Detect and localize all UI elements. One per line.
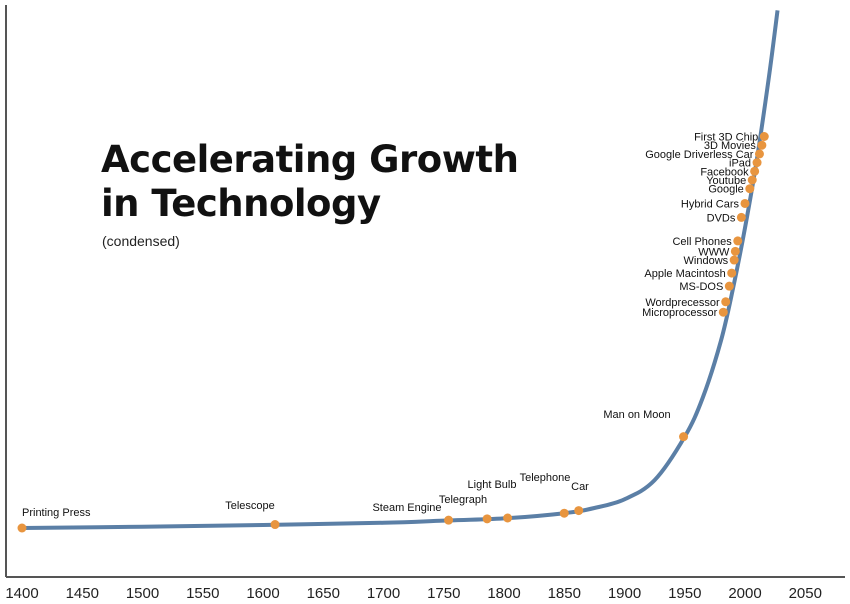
event-label: Car [571,481,589,493]
event-label: Google Driverless Car [645,149,754,161]
x-tick-label: 1800 [487,585,520,602]
x-tick-label: 2000 [728,585,761,602]
x-tick-label: 1450 [66,585,99,602]
event-label: Facebook [700,166,749,178]
event-marker [503,513,513,523]
event-label: Google [708,184,743,196]
event-label: First 3D Chip [694,132,758,144]
event-label: Youtube [706,175,746,187]
event-label: Steam Engine [372,502,441,514]
chart-subtitle: (condensed) [102,233,180,249]
growth-curve [21,10,780,530]
chart-title-text: Accelerating Growth in Technology [101,138,519,225]
event-marker [759,132,769,141]
event-marker [747,175,757,185]
event-label: Telegraph [439,494,487,506]
x-tick-label: 1900 [608,585,641,602]
event-label: Microprocessor [642,307,718,319]
event-label: Windows [684,255,729,267]
event-label: Man on Moon [603,409,670,421]
x-tick-label: 1850 [548,585,581,602]
event-label: Wordprecessor [645,297,720,309]
x-tick-label: 1500 [126,585,159,602]
event-label: MS-DOS [679,281,723,293]
event-marker [721,297,731,307]
x-tick-label: 1600 [246,585,279,602]
event-marker [757,140,767,150]
event-marker [750,166,760,176]
event-label: WWW [698,246,730,258]
x-tick-label: 1700 [367,585,400,602]
chart-title: Accelerating Growth in Technology [101,138,561,226]
event-markers [17,132,769,533]
event-marker [740,198,750,208]
event-label: Telephone [520,472,571,484]
event-marker [733,236,743,246]
event-marker [724,281,734,291]
event-marker [559,508,569,518]
event-label: Cell Phones [672,236,732,248]
event-label: 3D Movies [704,140,756,152]
x-tick-label: 1650 [307,585,340,602]
event-marker [729,255,739,265]
event-marker [574,506,584,516]
x-tick-label: 1550 [186,585,219,602]
event-label: iPad [729,158,751,170]
event-marker [718,307,728,317]
event-marker [444,515,454,525]
event-marker [727,268,737,278]
event-label: DVDs [707,212,736,224]
event-label: Printing Press [22,507,91,519]
x-tick-label: 1950 [668,585,701,602]
event-marker [679,432,689,442]
x-tick-label: 2050 [789,585,822,602]
event-labels: Printing Press Telescope Steam EngineTeleg… [22,132,758,520]
event-marker [752,158,762,168]
event-label: Apple Macintosh [644,268,725,280]
event-marker [17,523,27,533]
event-marker [754,149,764,159]
event-marker [482,514,492,524]
event-label: Hybrid Cars [681,198,740,210]
event-marker [745,184,755,194]
event-marker [270,520,280,530]
event-label: Light Bulb [468,479,517,491]
x-tick-label: 1750 [427,585,460,602]
event-marker [736,212,746,222]
x-tick-label: 1400 [5,585,38,602]
event-label: Telescope [225,500,275,512]
event-marker [730,246,740,256]
x-axis-ticks: 1400 1450 1500 1550 1600 1650 1700 1750 1800 1850… [5,585,822,602]
